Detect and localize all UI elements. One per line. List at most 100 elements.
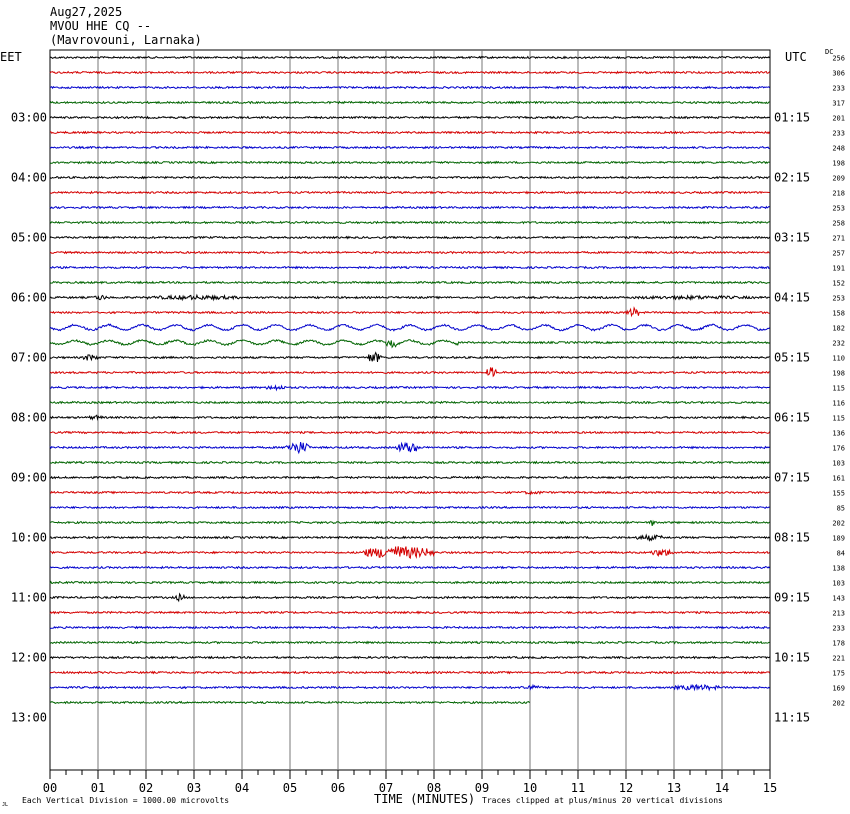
dc-offset-value: 198 <box>832 370 845 378</box>
right-hour-label: 01:15 <box>774 111 810 125</box>
dc-offset-value: 161 <box>832 475 845 483</box>
seismic-trace <box>49 190 770 195</box>
x-tick-label: 03 <box>187 781 201 795</box>
right-hour-label: 05:15 <box>774 351 810 365</box>
dc-offset-value: 110 <box>832 355 845 363</box>
dc-offset-value: 175 <box>832 670 845 678</box>
header-date: Aug27,2025 <box>50 5 123 19</box>
dc-offset-value: 213 <box>832 610 845 618</box>
dc-offset-value: 189 <box>832 535 845 543</box>
left-hour-label: 09:00 <box>11 471 47 485</box>
left-hour-label: 11:00 <box>11 591 47 605</box>
x-tick-label: 11 <box>571 781 585 795</box>
seismic-trace <box>49 367 770 378</box>
x-tick-label: 12 <box>619 781 633 795</box>
seismic-trace <box>49 546 770 560</box>
dc-offset-value: 257 <box>832 250 845 258</box>
seismic-trace <box>49 280 770 285</box>
seismic-trace <box>49 160 770 165</box>
seismic-trace <box>49 505 770 510</box>
left-hour-label: 12:00 <box>11 651 47 665</box>
right-hour-label: 04:15 <box>774 291 810 305</box>
seismic-trace <box>49 250 770 255</box>
dc-offset-value: 233 <box>832 130 845 138</box>
seismic-trace <box>49 70 771 75</box>
seismic-trace <box>49 351 770 363</box>
seismic-trace <box>49 640 770 645</box>
scale-note: Each Vertical Division = 1000.00 microvo… <box>22 796 229 805</box>
x-tick-label: 02 <box>139 781 153 795</box>
dc-offset-value: 152 <box>832 280 845 288</box>
seismic-trace <box>49 700 530 705</box>
dc-offset-value: 233 <box>832 625 845 633</box>
left-timezone-label: EET <box>0 50 22 64</box>
dc-offset-value: 155 <box>832 490 845 498</box>
seismic-trace <box>49 460 770 465</box>
seismic-trace <box>49 490 770 496</box>
left-hour-label: 06:00 <box>11 291 47 305</box>
dc-offset-value: 176 <box>832 445 845 453</box>
seismic-trace <box>49 533 771 542</box>
x-tick-label: 10 <box>523 781 537 795</box>
seismic-trace <box>49 625 770 630</box>
right-hour-label: 03:15 <box>774 231 810 245</box>
dc-offset-value: 138 <box>832 565 845 573</box>
x-tick-label: 06 <box>331 781 345 795</box>
seismic-trace <box>49 220 770 225</box>
dc-offset-value: 143 <box>832 595 845 603</box>
dc-offset-value: 115 <box>832 415 845 423</box>
dc-offset-value: 191 <box>832 265 845 273</box>
x-tick-label: 07 <box>379 781 393 795</box>
seismic-trace <box>49 175 770 180</box>
dc-offset-value: 256 <box>832 55 845 63</box>
right-hour-label: 06:15 <box>774 411 810 425</box>
x-tick-label: 08 <box>427 781 441 795</box>
dc-offset-value: 182 <box>832 325 845 333</box>
dc-offset-value: 253 <box>832 295 845 303</box>
dc-offset-value: 158 <box>832 310 845 318</box>
left-hour-label: 05:00 <box>11 231 47 245</box>
right-hour-label: 09:15 <box>774 591 810 605</box>
seismic-trace <box>49 130 771 135</box>
seismic-trace <box>49 323 771 332</box>
dc-offset-value: 209 <box>832 175 845 183</box>
dc-offset-value: 248 <box>832 145 845 153</box>
x-tick-label: 09 <box>475 781 489 795</box>
seismic-trace <box>49 580 770 585</box>
dc-offset-value: 136 <box>832 430 845 438</box>
seismic-trace <box>49 655 771 660</box>
dc-offset-value: 103 <box>832 580 845 588</box>
dc-offset-value: 198 <box>832 160 845 168</box>
seismic-trace <box>49 610 771 615</box>
left-hour-label: 04:00 <box>11 171 47 185</box>
dc-offset-value: 221 <box>832 655 845 663</box>
seismic-trace <box>49 683 771 692</box>
seismic-trace <box>49 115 770 120</box>
right-hour-label: 02:15 <box>774 171 810 185</box>
dc-offset-value: 253 <box>832 205 845 213</box>
dc-offset-value: 201 <box>832 115 845 123</box>
clip-note: Traces clipped at plus/minus 20 vertical… <box>482 796 723 805</box>
dc-offset-value: 178 <box>832 640 845 648</box>
x-tick-label: 04 <box>235 781 249 795</box>
seismic-trace <box>49 565 771 570</box>
header-station: MVOU HHE CQ -- <box>50 19 152 33</box>
seismic-trace <box>49 414 770 421</box>
dc-offset-value: 218 <box>832 190 845 198</box>
dc-offset-value: 271 <box>832 235 845 243</box>
dc-offset-value: 317 <box>832 100 845 108</box>
left-hour-label: 08:00 <box>11 411 47 425</box>
seismic-trace <box>49 441 770 455</box>
seismic-trace <box>49 306 770 318</box>
dc-offset-value: 233 <box>832 85 845 93</box>
seismic-trace <box>50 384 770 392</box>
dc-offset-value: 85 <box>837 505 845 513</box>
x-tick-label: 13 <box>667 781 681 795</box>
right-hour-label: 08:15 <box>774 531 810 545</box>
dc-offset-value: 202 <box>832 520 845 528</box>
dc-column-label: DC <box>825 48 833 56</box>
seismic-trace <box>49 205 770 210</box>
dc-offset-value: 116 <box>832 400 845 408</box>
seismic-trace <box>49 235 771 240</box>
